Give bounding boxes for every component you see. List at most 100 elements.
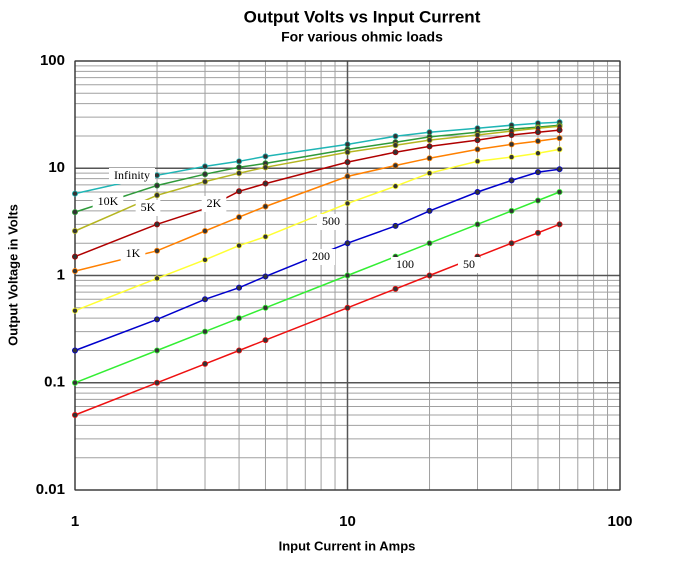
data-point — [344, 149, 351, 156]
y-tick-label: 0.01 — [36, 481, 65, 498]
data-point — [474, 189, 481, 196]
y-tick-label: 10 — [48, 159, 65, 176]
x-tick-label: 10 — [339, 513, 356, 530]
data-point — [534, 129, 541, 136]
series-label-group: 500 — [317, 214, 345, 230]
data-point — [236, 158, 243, 165]
data-point — [392, 142, 399, 149]
data-point — [426, 207, 433, 214]
series-label-background — [109, 168, 155, 184]
data-point — [392, 149, 399, 156]
series-label: 100 — [396, 257, 414, 271]
chart-title: Output Volts vs Input Current — [244, 7, 481, 26]
data-point — [262, 273, 269, 280]
data-point — [556, 189, 563, 196]
data-point — [344, 173, 351, 180]
data-point — [474, 221, 481, 228]
series-label: 2K — [207, 196, 222, 210]
data-point — [392, 222, 399, 229]
data-point — [72, 209, 79, 216]
chart-subtitle: For various ohmic loads — [281, 29, 443, 45]
data-point — [262, 164, 269, 171]
data-point — [556, 166, 563, 173]
series-line — [74, 168, 560, 352]
data-point — [72, 227, 79, 234]
data-point — [426, 240, 433, 247]
data-point — [154, 275, 161, 282]
data-point — [202, 178, 209, 185]
data-point — [426, 137, 433, 144]
data-point — [262, 337, 269, 344]
data-point — [426, 170, 433, 177]
data-point — [72, 253, 79, 260]
series-label-group: 100 — [391, 257, 419, 273]
y-tick-label: 0.1 — [44, 374, 65, 391]
y-tick-label: 1 — [57, 266, 65, 283]
data-point — [236, 315, 243, 322]
data-point — [392, 133, 399, 140]
series-label-background — [135, 200, 161, 216]
x-axis-label: Input Current in Amps — [279, 538, 416, 553]
series-label-group: 2K — [201, 196, 227, 212]
data-point — [534, 169, 541, 176]
data-point — [534, 197, 541, 204]
y-axis-label: Output Voltage in Volts — [5, 204, 20, 346]
data-point — [154, 221, 161, 228]
data-point — [534, 138, 541, 145]
data-point — [344, 200, 351, 207]
data-point — [236, 347, 243, 354]
data-point — [426, 272, 433, 279]
plot-border — [74, 60, 621, 491]
series-label: 1K — [126, 246, 141, 260]
series-line — [74, 223, 560, 416]
data-point — [72, 347, 79, 354]
series-line — [74, 125, 560, 232]
series-label-group: 50 — [458, 257, 480, 273]
series-label-background — [317, 214, 345, 230]
data-point — [154, 172, 161, 179]
data-point — [474, 146, 481, 153]
data-point — [262, 153, 269, 160]
data-point — [392, 183, 399, 190]
data-point — [154, 192, 161, 199]
series-label-group: 5K — [135, 200, 161, 216]
data-point — [508, 154, 515, 161]
data-point — [474, 132, 481, 139]
series-label-background — [458, 257, 480, 273]
series-label: 5K — [141, 200, 156, 214]
series-label: Infinity — [114, 168, 150, 182]
series-label-background — [120, 246, 146, 262]
data-point — [534, 150, 541, 157]
data-point — [262, 180, 269, 187]
series-line — [74, 191, 560, 384]
data-point — [426, 143, 433, 150]
data-point — [202, 256, 209, 263]
data-point — [392, 285, 399, 292]
data-point — [202, 296, 209, 303]
data-point — [556, 146, 563, 153]
y-tick-label: 100 — [40, 52, 65, 69]
data-point — [344, 272, 351, 279]
data-point — [236, 164, 243, 171]
series-label: 10K — [98, 194, 119, 208]
data-point — [474, 158, 481, 165]
series-label-group: 200 — [307, 249, 335, 265]
data-point — [508, 132, 515, 139]
data-point — [154, 316, 161, 323]
data-point — [72, 412, 79, 419]
data-point — [154, 379, 161, 386]
data-point — [236, 170, 243, 177]
series-label-group: Infinity — [109, 168, 155, 184]
series-label-group: 1K — [120, 246, 146, 262]
data-point — [72, 190, 79, 197]
data-point — [392, 162, 399, 169]
data-point — [262, 233, 269, 240]
series-label: 50 — [463, 257, 475, 271]
data-point — [262, 304, 269, 311]
data-point — [154, 247, 161, 254]
data-point — [202, 360, 209, 367]
x-tick-label: 1 — [71, 513, 79, 530]
data-point — [344, 240, 351, 247]
series-label-background — [92, 194, 124, 210]
